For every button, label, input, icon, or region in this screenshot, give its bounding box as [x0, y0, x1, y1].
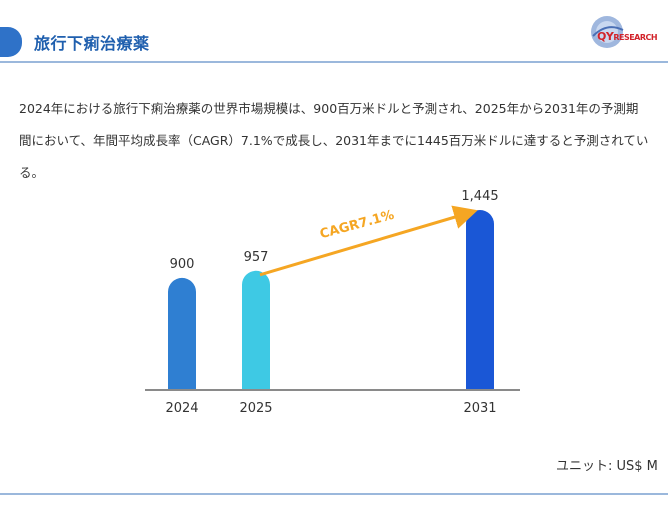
summary-text: 2024年における旅行下痢治療薬の世界市場規模は、900百万米ドルと予測され、2…	[19, 101, 649, 180]
bar-2024	[168, 277, 196, 390]
qyresearch-logo-icon	[591, 16, 624, 48]
page-title: 旅行下痢治療薬	[34, 34, 150, 53]
title-accent	[0, 27, 22, 57]
x-tick-2031: 2031	[463, 401, 496, 416]
footer-divider	[0, 493, 668, 495]
x-tick-2025: 2025	[239, 401, 272, 416]
header-divider	[0, 61, 668, 63]
bar-2031	[466, 210, 494, 390]
value-label-2031: 1,445	[461, 189, 498, 204]
value-label-2024: 900	[170, 257, 195, 272]
unit-label: ユニット: US$ M	[556, 459, 658, 474]
bar-2025	[242, 270, 270, 390]
x-tick-2024: 2024	[165, 401, 198, 416]
logo-brand: QY	[597, 30, 614, 43]
logo-text: QYRESEARCH	[597, 30, 658, 43]
header: 旅行下痢治療薬 QYRESEARCH	[0, 0, 668, 80]
value-label-2025: 957	[244, 250, 269, 265]
cagr-arrow	[259, 205, 478, 277]
logo-suffix: RESEARCH	[613, 33, 658, 42]
